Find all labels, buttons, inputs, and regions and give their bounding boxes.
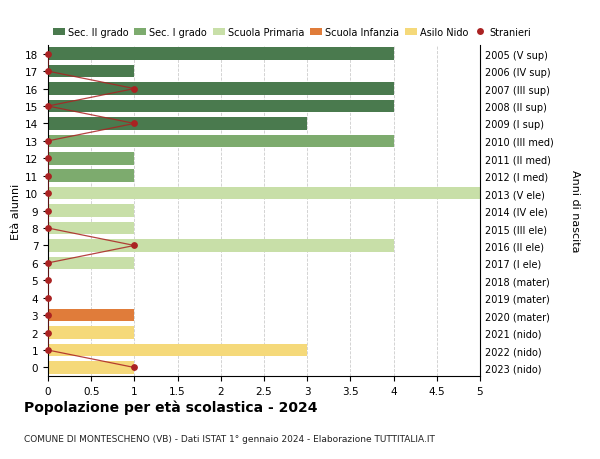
- Y-axis label: Età alunni: Età alunni: [11, 183, 21, 239]
- Point: [43, 347, 53, 354]
- Bar: [48, 257, 134, 269]
- Bar: [48, 309, 134, 322]
- Bar: [48, 153, 134, 165]
- Bar: [48, 135, 394, 148]
- Point: [43, 155, 53, 162]
- Point: [43, 329, 53, 336]
- Legend: Sec. II grado, Sec. I grado, Scuola Primaria, Scuola Infanzia, Asilo Nido, Stran: Sec. II grado, Sec. I grado, Scuola Prim…: [53, 28, 532, 38]
- Point: [43, 260, 53, 267]
- Point: [43, 51, 53, 58]
- Bar: [48, 170, 134, 183]
- Bar: [48, 101, 394, 113]
- Point: [43, 225, 53, 232]
- Bar: [48, 361, 134, 374]
- Bar: [48, 240, 394, 252]
- Point: [43, 190, 53, 197]
- Point: [43, 173, 53, 180]
- Point: [43, 277, 53, 285]
- Point: [130, 242, 139, 250]
- Text: Popolazione per età scolastica - 2024: Popolazione per età scolastica - 2024: [24, 399, 317, 414]
- Bar: [48, 118, 307, 130]
- Point: [43, 68, 53, 76]
- Bar: [48, 83, 394, 95]
- Point: [43, 103, 53, 111]
- Point: [43, 294, 53, 302]
- Bar: [48, 48, 394, 61]
- Point: [43, 312, 53, 319]
- Text: COMUNE DI MONTESCHENO (VB) - Dati ISTAT 1° gennaio 2024 - Elaborazione TUTTITALI: COMUNE DI MONTESCHENO (VB) - Dati ISTAT …: [24, 434, 435, 443]
- Bar: [48, 327, 134, 339]
- Bar: [48, 187, 480, 200]
- Bar: [48, 344, 307, 357]
- Point: [130, 364, 139, 371]
- Point: [43, 138, 53, 145]
- Point: [130, 121, 139, 128]
- Y-axis label: Anni di nascita: Anni di nascita: [570, 170, 580, 252]
- Bar: [48, 222, 134, 235]
- Point: [130, 86, 139, 93]
- Point: [43, 207, 53, 215]
- Bar: [48, 205, 134, 218]
- Bar: [48, 66, 134, 78]
